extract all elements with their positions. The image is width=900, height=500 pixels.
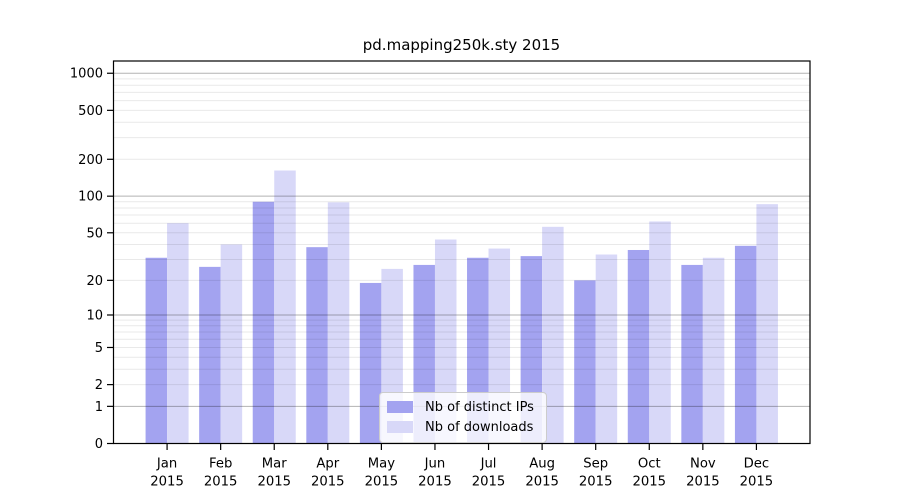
y-tick-label: 1000 xyxy=(70,67,103,82)
legend-row-downloads: Nb of downloads xyxy=(387,417,534,437)
y-tick-label: 500 xyxy=(78,104,103,119)
legend-row-distinct-ips: Nb of distinct IPs xyxy=(387,397,534,417)
y-tick-label: 1 xyxy=(95,400,103,415)
bar-distinct-ips xyxy=(252,201,275,444)
bar-downloads xyxy=(756,204,778,444)
x-tick-label-year: 2015 xyxy=(686,475,720,490)
bar-distinct-ips xyxy=(627,249,650,444)
legend-swatch-distinct-ips xyxy=(387,401,413,413)
bar-distinct-ips xyxy=(145,257,168,444)
y-tick-label: 20 xyxy=(86,274,103,289)
x-tick-label-month: Jan xyxy=(156,457,177,472)
bar-downloads xyxy=(595,254,618,444)
x-tick-label-year: 2015 xyxy=(150,475,184,490)
x-tick-label-month: May xyxy=(368,457,395,472)
x-tick-label-month: Feb xyxy=(209,457,232,472)
legend-label-downloads: Nb of downloads xyxy=(425,419,534,435)
x-tick-label-year: 2015 xyxy=(525,475,559,490)
x-tick-label-month: Nov xyxy=(690,457,716,472)
x-tick-label-year: 2015 xyxy=(740,475,774,490)
y-tick-label: 50 xyxy=(86,226,103,241)
legend-label-distinct-ips: Nb of distinct IPs xyxy=(425,399,534,415)
x-tick-label-year: 2015 xyxy=(311,475,345,490)
x-tick-label-month: Sep xyxy=(583,457,608,472)
y-tick-label: 2 xyxy=(95,378,103,393)
y-tick-label: 200 xyxy=(78,153,103,168)
bar-downloads xyxy=(274,170,296,444)
bar-distinct-ips xyxy=(734,245,757,444)
x-tick-label-month: Apr xyxy=(316,457,339,472)
bar-downloads xyxy=(702,257,725,444)
bar-distinct-ips xyxy=(681,264,703,444)
y-tick-label: 0 xyxy=(95,437,103,452)
bar-downloads xyxy=(167,223,189,444)
x-tick-label-year: 2015 xyxy=(257,475,291,490)
plot-border xyxy=(112,60,811,445)
x-tick-label-month: Aug xyxy=(529,457,555,472)
y-tick-label: 5 xyxy=(95,341,103,356)
x-tick-label-year: 2015 xyxy=(579,475,613,490)
y-tick-label: 100 xyxy=(78,190,103,205)
bar-distinct-ips xyxy=(199,266,221,444)
x-tick-label-year: 2015 xyxy=(204,475,238,490)
x-tick-label-year: 2015 xyxy=(365,475,399,490)
y-tick-label: 10 xyxy=(86,308,103,323)
x-tick-label-month: Oct xyxy=(638,457,661,472)
x-tick-label-month: Dec xyxy=(744,457,770,472)
bar-distinct-ips xyxy=(574,280,596,444)
x-tick-label-year: 2015 xyxy=(472,475,506,490)
legend: Nb of distinct IPs Nb of downloads xyxy=(379,392,547,443)
x-tick-label-year: 2015 xyxy=(632,475,666,490)
bar-downloads xyxy=(327,202,350,444)
x-tick-label-month: Mar xyxy=(262,457,287,472)
bar-distinct-ips xyxy=(306,247,328,444)
bar-distinct-ips xyxy=(359,282,382,444)
x-tick-label-month: Jul xyxy=(480,457,497,472)
legend-swatch-downloads xyxy=(387,421,413,433)
x-tick-label-month: Jun xyxy=(424,457,446,472)
chart-title: pd.mapping250k.sty 2015 xyxy=(362,36,561,54)
bar-downloads xyxy=(649,221,671,444)
bar-downloads xyxy=(542,226,564,444)
x-tick-label-year: 2015 xyxy=(418,475,452,490)
bar-downloads xyxy=(220,244,243,444)
